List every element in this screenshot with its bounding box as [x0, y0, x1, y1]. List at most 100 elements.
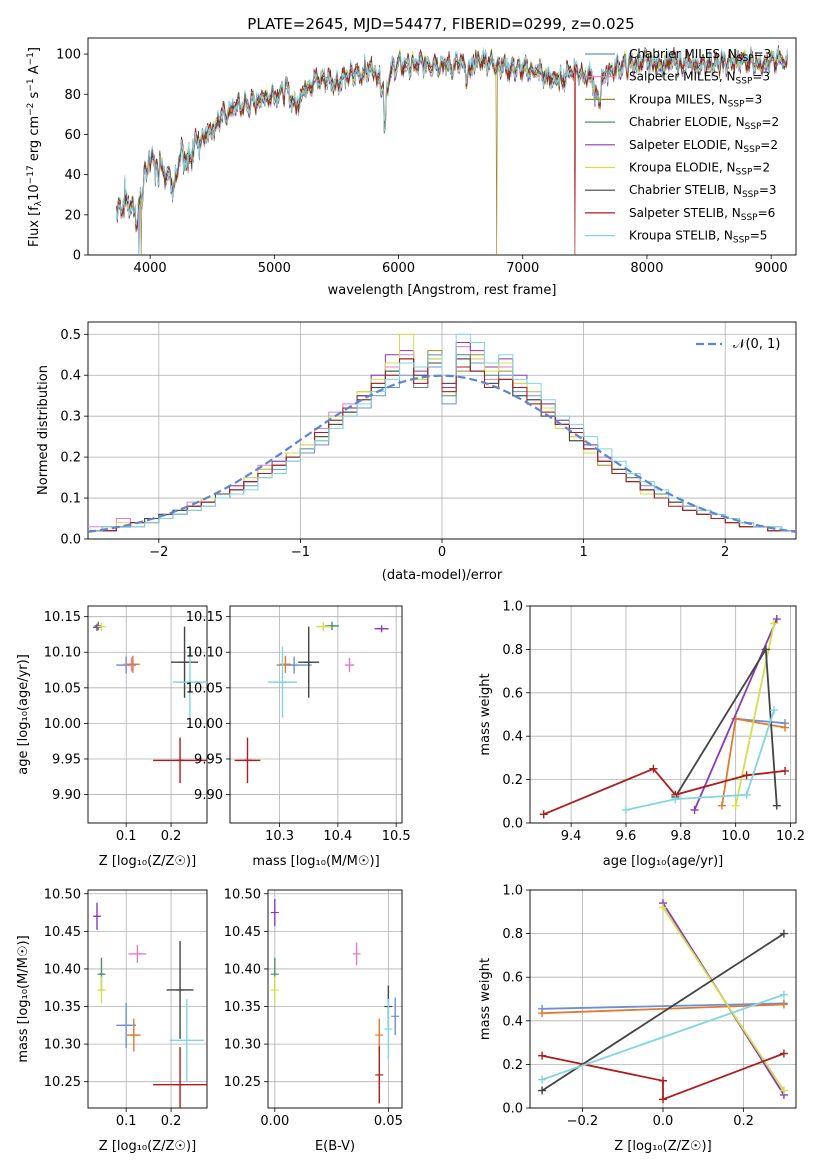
- plus-marker: [772, 801, 781, 810]
- y-tick-label: 0.4: [502, 730, 523, 745]
- legend-entry: Chabrier ELODIE, NSSP=2: [629, 115, 779, 132]
- x-tick-label: 9000: [755, 261, 788, 276]
- y-tick-label: 10.30: [44, 1038, 81, 1053]
- plus-marker: [779, 1000, 788, 1009]
- y-tick-label: 0.4: [60, 369, 81, 384]
- plus-marker: [649, 764, 658, 773]
- y-tick-label: 80: [64, 88, 81, 103]
- legend-entry: Chabrier MILES, NSSP=3: [629, 47, 771, 64]
- x-tick-label: 10.0: [721, 829, 750, 844]
- plus-marker: [690, 805, 699, 814]
- y-tick-label: 10.50: [224, 887, 261, 902]
- plus-marker: [538, 1051, 547, 1060]
- error-bar-point: [126, 655, 140, 673]
- plus-marker: [731, 801, 740, 810]
- x-tick-label: 10.5: [382, 829, 411, 844]
- error-bar-point: [172, 646, 207, 718]
- plus-marker: [781, 766, 790, 775]
- y-axis-label: age [log₁₀(age/yr)]: [16, 654, 31, 775]
- error-bar-point: [92, 623, 101, 631]
- x-axis-label: Z [log₁₀(Z/Z☉)]: [614, 1139, 711, 1154]
- x-tick-label: 0.05: [374, 1114, 403, 1129]
- plus-marker: [742, 790, 751, 799]
- y-axis-label: Normed distribution: [36, 365, 51, 495]
- y-tick-label: 0.2: [502, 1058, 523, 1073]
- weight-series-line: [734, 623, 775, 806]
- y-tick-label: 10.30: [224, 1038, 261, 1053]
- y-axis-label: mass [log₁₀(M/M☉)]: [16, 935, 31, 1062]
- weight-series-line: [662, 906, 785, 1092]
- x-axis-label: E(B-V): [315, 1139, 355, 1154]
- y-tick-label: 0.6: [502, 971, 523, 986]
- y-tick-label: 1.0: [502, 884, 523, 899]
- error-bar-point: [344, 657, 355, 673]
- y-tick-label: 0.8: [502, 643, 523, 658]
- y-tick-label: 0.2: [60, 451, 81, 466]
- error-bar-point: [116, 1002, 137, 1048]
- x-tick-label: 0.2: [161, 1114, 182, 1129]
- mass-vs-ebv-axes: 0.00 0.05 10.25 10.30 10.35 10.40 10.45 10.50 E(…: [224, 887, 403, 1154]
- plus-marker: [781, 723, 790, 732]
- y-tick-label: 10.35: [44, 1000, 81, 1015]
- x-axis-label: mass [log₁₀(M/M☉)]: [252, 854, 379, 869]
- weight-series-line: [541, 1052, 785, 1101]
- y-tick-label: 10.10: [186, 646, 223, 661]
- y-tick-label: 0.1: [60, 492, 81, 507]
- x-tick-label: 1: [579, 545, 587, 560]
- error-bar-point: [384, 999, 393, 1060]
- x-tick-label: 0.2: [733, 1114, 754, 1129]
- x-tick-label: −0.2: [567, 1114, 599, 1129]
- error-bar-point: [352, 942, 361, 966]
- x-tick-label: 0.1: [116, 829, 137, 844]
- error-bar-point: [298, 626, 320, 698]
- y-tick-label: 0.6: [502, 686, 523, 701]
- error-bar-point: [153, 737, 207, 784]
- legend-entry: Salpeter STELIB, NSSP=6: [629, 206, 775, 223]
- x-tick-label: 10.3: [265, 829, 294, 844]
- legend-entry: Kroupa ELODIE, NSSP=2: [629, 161, 770, 178]
- plus-marker: [538, 1086, 547, 1095]
- plus-marker: [538, 1009, 547, 1018]
- legend-entry: Kroupa STELIB, NSSP=5: [629, 229, 767, 246]
- histogram-step: [88, 333, 796, 532]
- error-bar-point: [171, 626, 199, 698]
- spectrum-frame: [87, 37, 797, 256]
- spectrum-series-line: [116, 47, 788, 225]
- x-tick-label: 0.0: [653, 1114, 674, 1129]
- plus-marker: [779, 929, 788, 938]
- x-tick-label: 0.1: [116, 1114, 137, 1129]
- y-tick-label: 10.25: [44, 1075, 81, 1090]
- weight-series-line: [542, 1002, 784, 1010]
- y-tick-label: 10.15: [186, 610, 223, 625]
- y-tick-label: 10.00: [186, 717, 223, 732]
- weight-series-line: [541, 993, 785, 1081]
- error-bar-point: [153, 1047, 207, 1108]
- mass-vs-z-axes: 0.1 0.2 10.25 10.30 10.35 10.40 10.45 10.50 Z [l…: [16, 887, 208, 1154]
- mass-vs-ebv-frame: [267, 889, 403, 1109]
- mass-vs-z-frame: [87, 889, 208, 1109]
- plus-marker: [742, 771, 751, 780]
- spectrum-title: PLATE=2645, MJD=54477, FIBERID=0299, z=0…: [247, 15, 634, 33]
- x-axis-label: wavelength [Angstrom, rest frame]: [328, 283, 557, 298]
- weight-series-line: [625, 709, 775, 811]
- x-tick-label: 9.8: [670, 829, 691, 844]
- y-tick-label: 10.40: [224, 962, 261, 977]
- age-vs-mass-frame: [229, 605, 403, 824]
- y-tick-label: 0: [73, 249, 81, 264]
- error-bar-point: [270, 899, 279, 927]
- error-bar-point: [166, 941, 194, 1039]
- legend-entry: Salpeter ELODIE, NSSP=2: [629, 138, 778, 155]
- y-tick-label: 0.2: [502, 773, 523, 788]
- x-tick-label: 0: [438, 545, 446, 560]
- plus-marker: [717, 801, 726, 810]
- weight-series-line: [542, 1003, 784, 1015]
- plus-marker: [779, 990, 788, 999]
- y-tick-label: 0.0: [502, 1102, 523, 1117]
- y-tick-label: 60: [64, 128, 81, 143]
- error-bar-point: [374, 625, 389, 633]
- y-tick-label: 0.8: [502, 927, 523, 942]
- plus-marker: [772, 615, 781, 624]
- plus-marker: [770, 706, 779, 715]
- weight-vs-age-axes: 9.4 9.6 9.8 10.0 10.2 0.0 0.2 0.4 0.6 0.8 1.0 age […: [478, 600, 805, 870]
